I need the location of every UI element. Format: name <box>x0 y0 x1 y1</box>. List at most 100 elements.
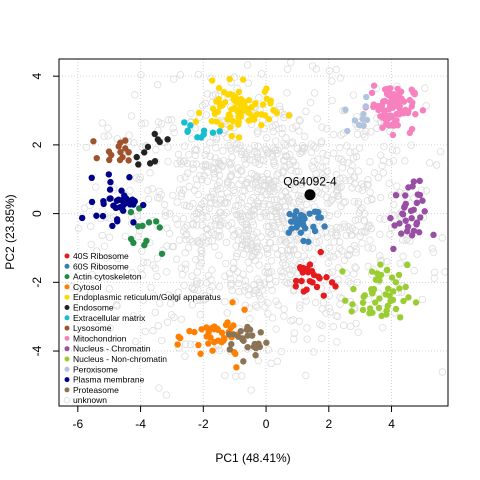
legend-label: unknown <box>73 395 107 405</box>
data-point <box>268 150 277 158</box>
data-point <box>346 148 354 156</box>
data-point <box>93 212 100 219</box>
data-point <box>360 110 367 118</box>
data-point <box>324 182 333 190</box>
data-point <box>379 124 386 131</box>
data-point <box>165 229 174 238</box>
data-point <box>350 285 357 293</box>
data-point <box>383 311 390 318</box>
data-point <box>402 200 410 208</box>
data-point <box>381 97 389 105</box>
legend-marker <box>64 335 70 341</box>
data-point <box>263 134 271 142</box>
data-point <box>126 174 133 181</box>
data-point <box>310 157 318 165</box>
data-point <box>244 258 252 266</box>
data-point <box>186 327 193 335</box>
data-point <box>151 158 159 165</box>
data-point <box>371 299 379 306</box>
data-point <box>346 227 354 235</box>
data-point <box>98 231 106 240</box>
data-point <box>328 96 336 105</box>
data-point <box>257 70 266 78</box>
data-point <box>402 236 410 245</box>
data-point <box>198 326 205 333</box>
data-point <box>180 142 189 150</box>
data-point <box>289 266 297 275</box>
data-point <box>93 154 100 162</box>
legend-marker <box>64 263 70 269</box>
data-point <box>264 299 272 307</box>
data-point <box>226 112 234 120</box>
data-point <box>281 141 290 150</box>
data-point <box>283 89 291 97</box>
data-point <box>182 231 190 239</box>
data-point <box>206 152 214 161</box>
data-point <box>219 157 228 165</box>
data-point <box>233 106 241 114</box>
data-point <box>238 176 246 185</box>
data-point <box>203 324 210 331</box>
data-point <box>385 158 394 167</box>
series-lysosome <box>90 137 132 164</box>
data-point <box>383 266 391 274</box>
data-point <box>260 210 268 218</box>
data-point <box>300 132 309 141</box>
data-point <box>154 322 163 330</box>
data-point <box>187 109 195 118</box>
data-point <box>211 199 220 207</box>
data-point <box>347 280 355 288</box>
data-point <box>197 200 206 209</box>
data-point <box>217 190 226 198</box>
data-point <box>272 212 281 221</box>
data-point <box>272 325 280 333</box>
data-point <box>181 173 189 181</box>
data-point <box>368 286 375 293</box>
data-point <box>87 240 96 249</box>
data-point <box>410 206 417 213</box>
data-point <box>310 89 319 97</box>
data-point <box>330 238 338 246</box>
data-point <box>247 212 256 221</box>
data-point <box>400 297 407 305</box>
data-point <box>90 138 97 145</box>
data-point <box>359 130 367 138</box>
data-point <box>195 262 203 270</box>
data-point <box>88 174 95 182</box>
data-point <box>294 221 301 229</box>
data-point <box>413 250 421 258</box>
data-point <box>255 278 264 287</box>
data-point <box>237 96 245 103</box>
data-point <box>270 157 278 166</box>
data-point <box>314 155 322 163</box>
data-point <box>367 224 375 233</box>
data-point <box>241 306 248 313</box>
data-point <box>422 102 430 110</box>
data-point <box>365 221 374 229</box>
data-point <box>361 132 369 141</box>
data-point <box>253 187 262 196</box>
data-point <box>242 235 251 243</box>
data-point <box>252 301 260 309</box>
data-point <box>211 220 219 229</box>
data-point <box>137 120 146 128</box>
data-point <box>197 350 204 357</box>
data-point <box>281 238 290 246</box>
data-point <box>174 341 181 348</box>
data-point <box>334 186 342 194</box>
data-point <box>105 285 113 293</box>
data-point <box>194 237 203 245</box>
data-point <box>333 338 341 346</box>
series-endosome <box>133 130 171 168</box>
legend-item: Nucleus - Non-chromatin <box>64 354 167 364</box>
data-point <box>297 229 305 236</box>
data-point <box>389 200 398 209</box>
data-point <box>351 216 360 224</box>
data-point <box>388 146 397 154</box>
data-point <box>221 272 229 281</box>
data-point <box>297 192 305 200</box>
legend-item: Peroxisome <box>64 364 118 374</box>
data-point <box>215 346 224 355</box>
data-point <box>308 268 316 275</box>
data-point <box>346 322 355 331</box>
